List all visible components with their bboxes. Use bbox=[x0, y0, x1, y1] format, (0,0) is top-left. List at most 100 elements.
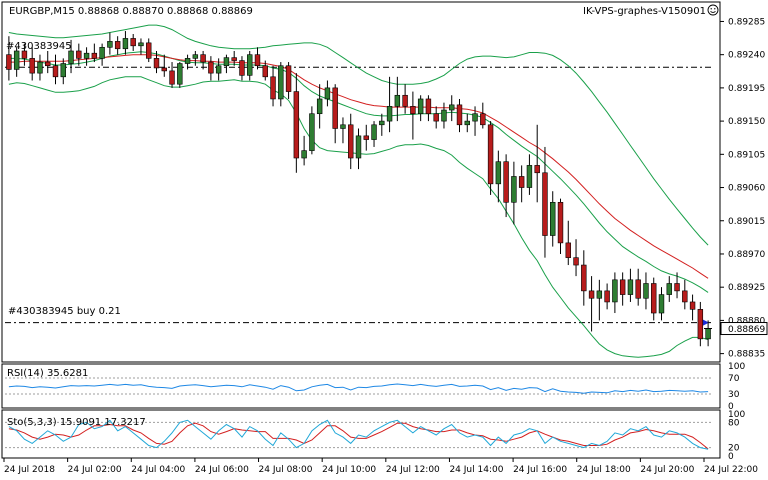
candle-body bbox=[495, 161, 502, 185]
candle bbox=[410, 91, 416, 140]
candle-body bbox=[643, 283, 649, 299]
candle bbox=[21, 43, 28, 66]
candle bbox=[52, 54, 59, 85]
candle-body bbox=[6, 54, 12, 70]
x-tick-label: 24 Jul 10:00 bbox=[322, 465, 376, 475]
stochastic-label: Sto(5,3,3) 15.9091 17.3217 bbox=[7, 417, 146, 428]
candle-body bbox=[114, 41, 121, 50]
candle-body bbox=[83, 52, 90, 59]
candle bbox=[495, 150, 502, 203]
sto-d-line bbox=[8, 422, 709, 450]
candle-body bbox=[689, 301, 696, 310]
candle-body bbox=[355, 135, 362, 159]
candle bbox=[371, 121, 377, 147]
candle-body bbox=[542, 172, 548, 236]
candle-body bbox=[332, 87, 338, 129]
candle bbox=[301, 135, 307, 166]
candle bbox=[518, 165, 525, 203]
y-tick-label: 0.88970 bbox=[728, 250, 765, 260]
rsi-tick-label: 70 bbox=[728, 374, 740, 384]
candle bbox=[425, 95, 432, 122]
candle bbox=[651, 277, 657, 321]
candle-body bbox=[518, 176, 525, 188]
candle-body bbox=[37, 61, 43, 74]
candle-body bbox=[441, 109, 447, 122]
candle-body bbox=[402, 94, 408, 107]
axis-layer: 0.89285 0.89240 0.89195 0.89150 0.89105 0.890… bbox=[3, 17, 768, 475]
sto-k-line bbox=[8, 419, 709, 450]
order-line-label: #430383945 buy 0.21 bbox=[8, 306, 121, 317]
candle bbox=[456, 98, 463, 133]
candle-body bbox=[511, 176, 517, 203]
candle-body bbox=[316, 98, 323, 115]
candle bbox=[402, 84, 408, 114]
candle bbox=[324, 80, 331, 107]
candle-body bbox=[177, 63, 183, 85]
candle bbox=[503, 154, 509, 218]
candle bbox=[239, 56, 245, 81]
candle-body bbox=[107, 41, 113, 48]
candle bbox=[68, 39, 74, 74]
candle bbox=[386, 76, 393, 133]
x-tick-label: 24 Jul 16:00 bbox=[513, 465, 567, 475]
x-tick-label: 24 Jul 2018 bbox=[4, 465, 55, 475]
candle-body bbox=[604, 290, 610, 303]
candle bbox=[635, 268, 641, 306]
candle bbox=[309, 106, 315, 155]
bollinger-upper-line bbox=[8, 24, 709, 246]
candle-body bbox=[239, 60, 245, 76]
candle-body bbox=[588, 290, 595, 299]
candle-body bbox=[417, 98, 424, 115]
candle-body bbox=[386, 106, 393, 122]
candle bbox=[13, 47, 20, 77]
y-tick-label: 0.88880 bbox=[728, 316, 765, 326]
candle-body bbox=[146, 42, 152, 59]
x-tick-label: 24 Jul 06:00 bbox=[195, 465, 249, 475]
candle bbox=[146, 38, 152, 63]
candle-body bbox=[449, 104, 455, 111]
candle bbox=[596, 279, 603, 321]
candle-body bbox=[666, 283, 672, 295]
candle-body bbox=[480, 113, 486, 126]
candle-body bbox=[487, 124, 494, 185]
candle bbox=[534, 124, 540, 203]
x-tick-label: 24 Jul 14:00 bbox=[449, 465, 503, 475]
rsi-label: RSI(14) 35.6281 bbox=[7, 368, 88, 379]
candle-body bbox=[301, 150, 307, 159]
candle-body bbox=[262, 65, 268, 78]
candle-body bbox=[138, 42, 144, 47]
candle-body bbox=[503, 161, 509, 203]
candle bbox=[215, 58, 222, 81]
candle-body bbox=[612, 279, 618, 303]
candle bbox=[169, 62, 175, 88]
candle-body bbox=[324, 87, 331, 100]
candle bbox=[231, 50, 237, 66]
candle-body bbox=[581, 264, 587, 292]
candle bbox=[138, 38, 144, 55]
y-tick-label: 0.89240 bbox=[728, 51, 765, 61]
candle-body bbox=[394, 94, 401, 107]
candle-body bbox=[76, 50, 82, 59]
candle-body bbox=[270, 76, 276, 100]
x-tick-label: 24 Jul 18:00 bbox=[577, 465, 631, 475]
candle-body bbox=[534, 165, 540, 174]
candle bbox=[604, 283, 610, 310]
smiley-icon bbox=[707, 4, 719, 16]
candle-body bbox=[200, 54, 206, 63]
candle-body bbox=[184, 58, 191, 64]
y-tick-label: 0.88835 bbox=[728, 350, 765, 360]
candle-body bbox=[651, 283, 657, 314]
candle bbox=[697, 301, 704, 347]
candle bbox=[60, 58, 66, 85]
moving-average-line bbox=[8, 54, 709, 279]
candle bbox=[208, 56, 214, 81]
candle-body bbox=[456, 104, 463, 126]
watermark: IK-VPS-graphes-V150901 bbox=[583, 6, 706, 17]
candle bbox=[247, 50, 253, 81]
candle bbox=[480, 102, 486, 129]
candle bbox=[285, 62, 292, 99]
candle bbox=[91, 43, 98, 63]
candle-body bbox=[596, 290, 603, 299]
candle bbox=[76, 43, 82, 66]
